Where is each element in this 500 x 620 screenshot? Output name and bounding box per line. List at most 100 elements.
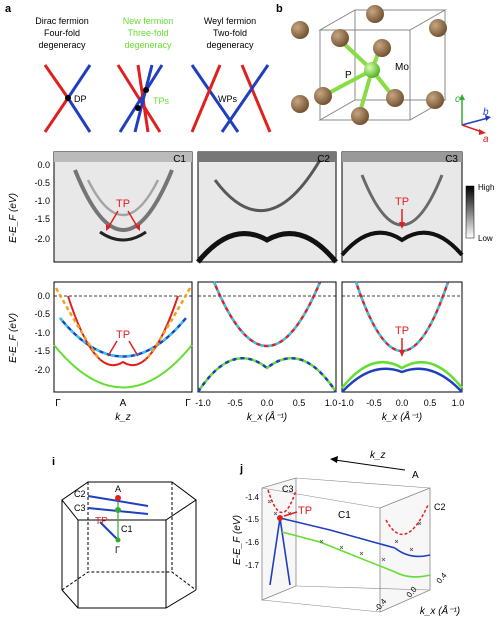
new-fermion-cone: TPs (116, 64, 170, 133)
atom-label-mo: Mo (395, 62, 409, 73)
g-x-tick: -1.0 (195, 398, 211, 408)
panel-letter-a: a (5, 3, 12, 15)
axis-triad: c b a (455, 94, 491, 145)
dirac-subtitle2: degeneracy (38, 40, 86, 50)
calc-y-tick: -1.0 (34, 328, 50, 338)
weyl-line-3 (240, 64, 272, 133)
j-c1-label: C1 (338, 510, 351, 521)
calc-tp-label-f: TP (116, 329, 130, 341)
j-a-label: A (412, 470, 419, 481)
dirac-line-2b (43, 97, 70, 133)
h-x-tick: -0.5 (366, 398, 382, 408)
new-blue-line-2 (133, 64, 154, 133)
arpes-panel-c1: C1 TP (53, 151, 193, 263)
f-x-tick-gamma-left: Γ (55, 398, 61, 409)
arpes-y-tick: -0.5 (34, 178, 50, 188)
j-y-tick: -1.4 (245, 493, 259, 502)
j-c2-label: C2 (434, 502, 446, 512)
atom-label-p: P (345, 70, 352, 81)
arpes-y-tick: 0.0 (37, 160, 50, 170)
new-red-line (116, 64, 162, 133)
weyl-title: Weyl fermion (204, 16, 256, 26)
arpes-y-ticks: 0.0 -0.5 -1.0 -1.5 -2.0 (34, 160, 50, 244)
unit-cell (318, 9, 447, 121)
weyl-subtitle: Two-fold (213, 28, 247, 38)
colorbar-high: High (478, 183, 494, 192)
mo-atom (351, 107, 369, 125)
g-x-label: k_x (Å⁻¹) (247, 410, 287, 423)
calc-y-ticks: 0.0 -0.5 -1.0 -1.5 -2.0 (34, 291, 50, 375)
weyl-subtitle2: degeneracy (206, 40, 254, 50)
panel-i-brillouin-zone: C2 C3 TP A C1 Γ (61, 481, 197, 609)
arpes-panel-c2: C2 (196, 151, 338, 264)
new-header: New fermion Three-fold degeneracy (123, 16, 174, 50)
mo-atom (291, 95, 309, 113)
g-x-tick: 0.0 (261, 398, 274, 408)
arpes-y-tick: -2.0 (34, 234, 50, 244)
calc-y-tick: 0.0 (37, 291, 50, 301)
panel-letter-j: j (239, 463, 243, 475)
arpes-tp-label-e: TP (395, 196, 409, 208)
data-markers (267, 499, 422, 562)
mo-atom (366, 5, 384, 23)
panel-j-3d-bands: k_z A C1 C3 C2 TP E-E_F (eV) -1.4 -1.5 -… (232, 450, 460, 617)
dirac-cone: DP (43, 64, 92, 133)
panel-b-crystal: P Mo c b a (291, 5, 491, 145)
mo-atom (426, 91, 444, 109)
h-x-tick: -1.0 (338, 398, 354, 408)
dirac-title: Dirac fermion (35, 16, 89, 26)
j-y-tick: -1.5 (245, 515, 259, 524)
f-x-label: k_z (115, 412, 131, 423)
f-x-ticks: Γ A Γ (55, 398, 191, 409)
weyl-header: Weyl fermion Two-fold degeneracy (204, 16, 256, 50)
j-c3-label: C3 (282, 484, 294, 494)
arpes-tp-label-c: TP (116, 198, 130, 210)
dirac-line-1 (43, 64, 70, 99)
calc-panel-h: TP -1.0 -0.5 0.0 0.5 1.0 k_x (Å⁻¹) (338, 281, 464, 423)
mo-atom (373, 39, 391, 57)
calc-panel-f: TP Γ A Γ k_z (53, 281, 193, 423)
j-x-label: k_x (Å⁻¹) (420, 604, 460, 617)
bz-label-c3: C3 (74, 503, 86, 513)
j-x-tick: 0.4 (435, 571, 449, 586)
weyl-points-label: WPs (218, 94, 237, 104)
dirac-point (65, 95, 71, 101)
j-y-tick: -1.6 (245, 538, 259, 547)
axis-a-label: a (483, 134, 489, 145)
mo-atom (429, 19, 447, 37)
calc-y-label: E-E_F (eV) (8, 313, 19, 363)
mo-atom (314, 87, 332, 105)
bz-label-c2: C2 (74, 489, 86, 499)
mo-atoms (291, 5, 447, 125)
panel-letter-b: b (276, 3, 283, 15)
colorbar-low: Low (478, 234, 493, 243)
calc-row: E-E_F (eV) 0.0 -0.5 -1.0 -1.5 -2.0 TP Γ … (8, 281, 464, 423)
j-y-ticks: -1.4 -1.5 -1.6 -1.7 (245, 493, 259, 570)
arpes-panel-c3: C3 TP (340, 151, 464, 263)
h-x-tick: 1.0 (452, 398, 465, 408)
j-y-tick: -1.7 (245, 561, 259, 570)
weyl-line-2 (190, 64, 222, 133)
cut-label-c2: C2 (317, 154, 330, 165)
calc-y-tick: -1.5 (34, 346, 50, 356)
j-tp-label: TP (298, 505, 312, 517)
mo-atom (291, 21, 309, 39)
new-fermion-subtitle: Three-fold (127, 28, 168, 38)
calc-tp-label-h: TP (395, 325, 409, 337)
axis-b-label: b (483, 107, 489, 118)
calc-panel-g: -1.0 -0.5 0.0 0.5 1.0 k_x (Å⁻¹) (195, 281, 337, 423)
triple-points-label: TPs (153, 96, 170, 106)
arpes-y-tick: -1.5 (34, 214, 50, 224)
colorbar: High Low (465, 183, 494, 243)
dirac-subtitle: Four-fold (44, 28, 80, 38)
cut-label-c3: C3 (445, 154, 458, 165)
calc-y-tick: -2.0 (34, 365, 50, 375)
axis-c-label: c (455, 94, 460, 105)
h-x-tick: 0.0 (396, 398, 409, 408)
g-x-ticks: -1.0 -0.5 0.0 0.5 1.0 (195, 398, 337, 408)
new-fermion-subtitle2: degeneracy (124, 40, 172, 50)
arpes-y-tick: -1.0 (34, 196, 50, 206)
h-x-ticks: -1.0 -0.5 0.0 0.5 1.0 (338, 398, 464, 408)
weyl-cones: WPs (190, 64, 272, 133)
